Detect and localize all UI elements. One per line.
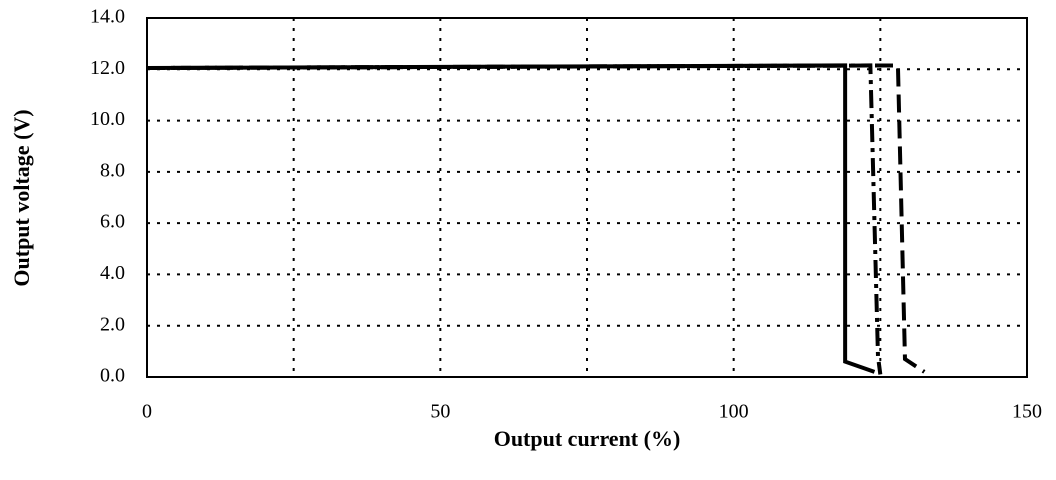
y-tick-label: 6.0 (100, 211, 125, 233)
x-tick-label: 50 (430, 401, 450, 423)
y-axis-label: Output voltage (V) (9, 109, 34, 286)
y-tick-label: 10.0 (90, 108, 125, 130)
y-tick-label: 12.0 (90, 57, 125, 79)
x-tick-label: 100 (719, 401, 749, 423)
y-tick-label: 14.0 (90, 6, 125, 28)
series-line (146, 63, 876, 374)
x-tick-label: 0 (142, 401, 152, 423)
x-axis-label: Output current (%) (494, 426, 681, 451)
plot-frame (146, 17, 1028, 378)
y-tick-label: 4.0 (100, 262, 125, 284)
y-tick-label: 8.0 (100, 159, 125, 181)
series-line (146, 63, 883, 375)
x-tick-label: 150 (1012, 401, 1042, 423)
y-tick-label: 2.0 (100, 313, 125, 335)
y-tick-label: 0.0 (100, 365, 125, 387)
